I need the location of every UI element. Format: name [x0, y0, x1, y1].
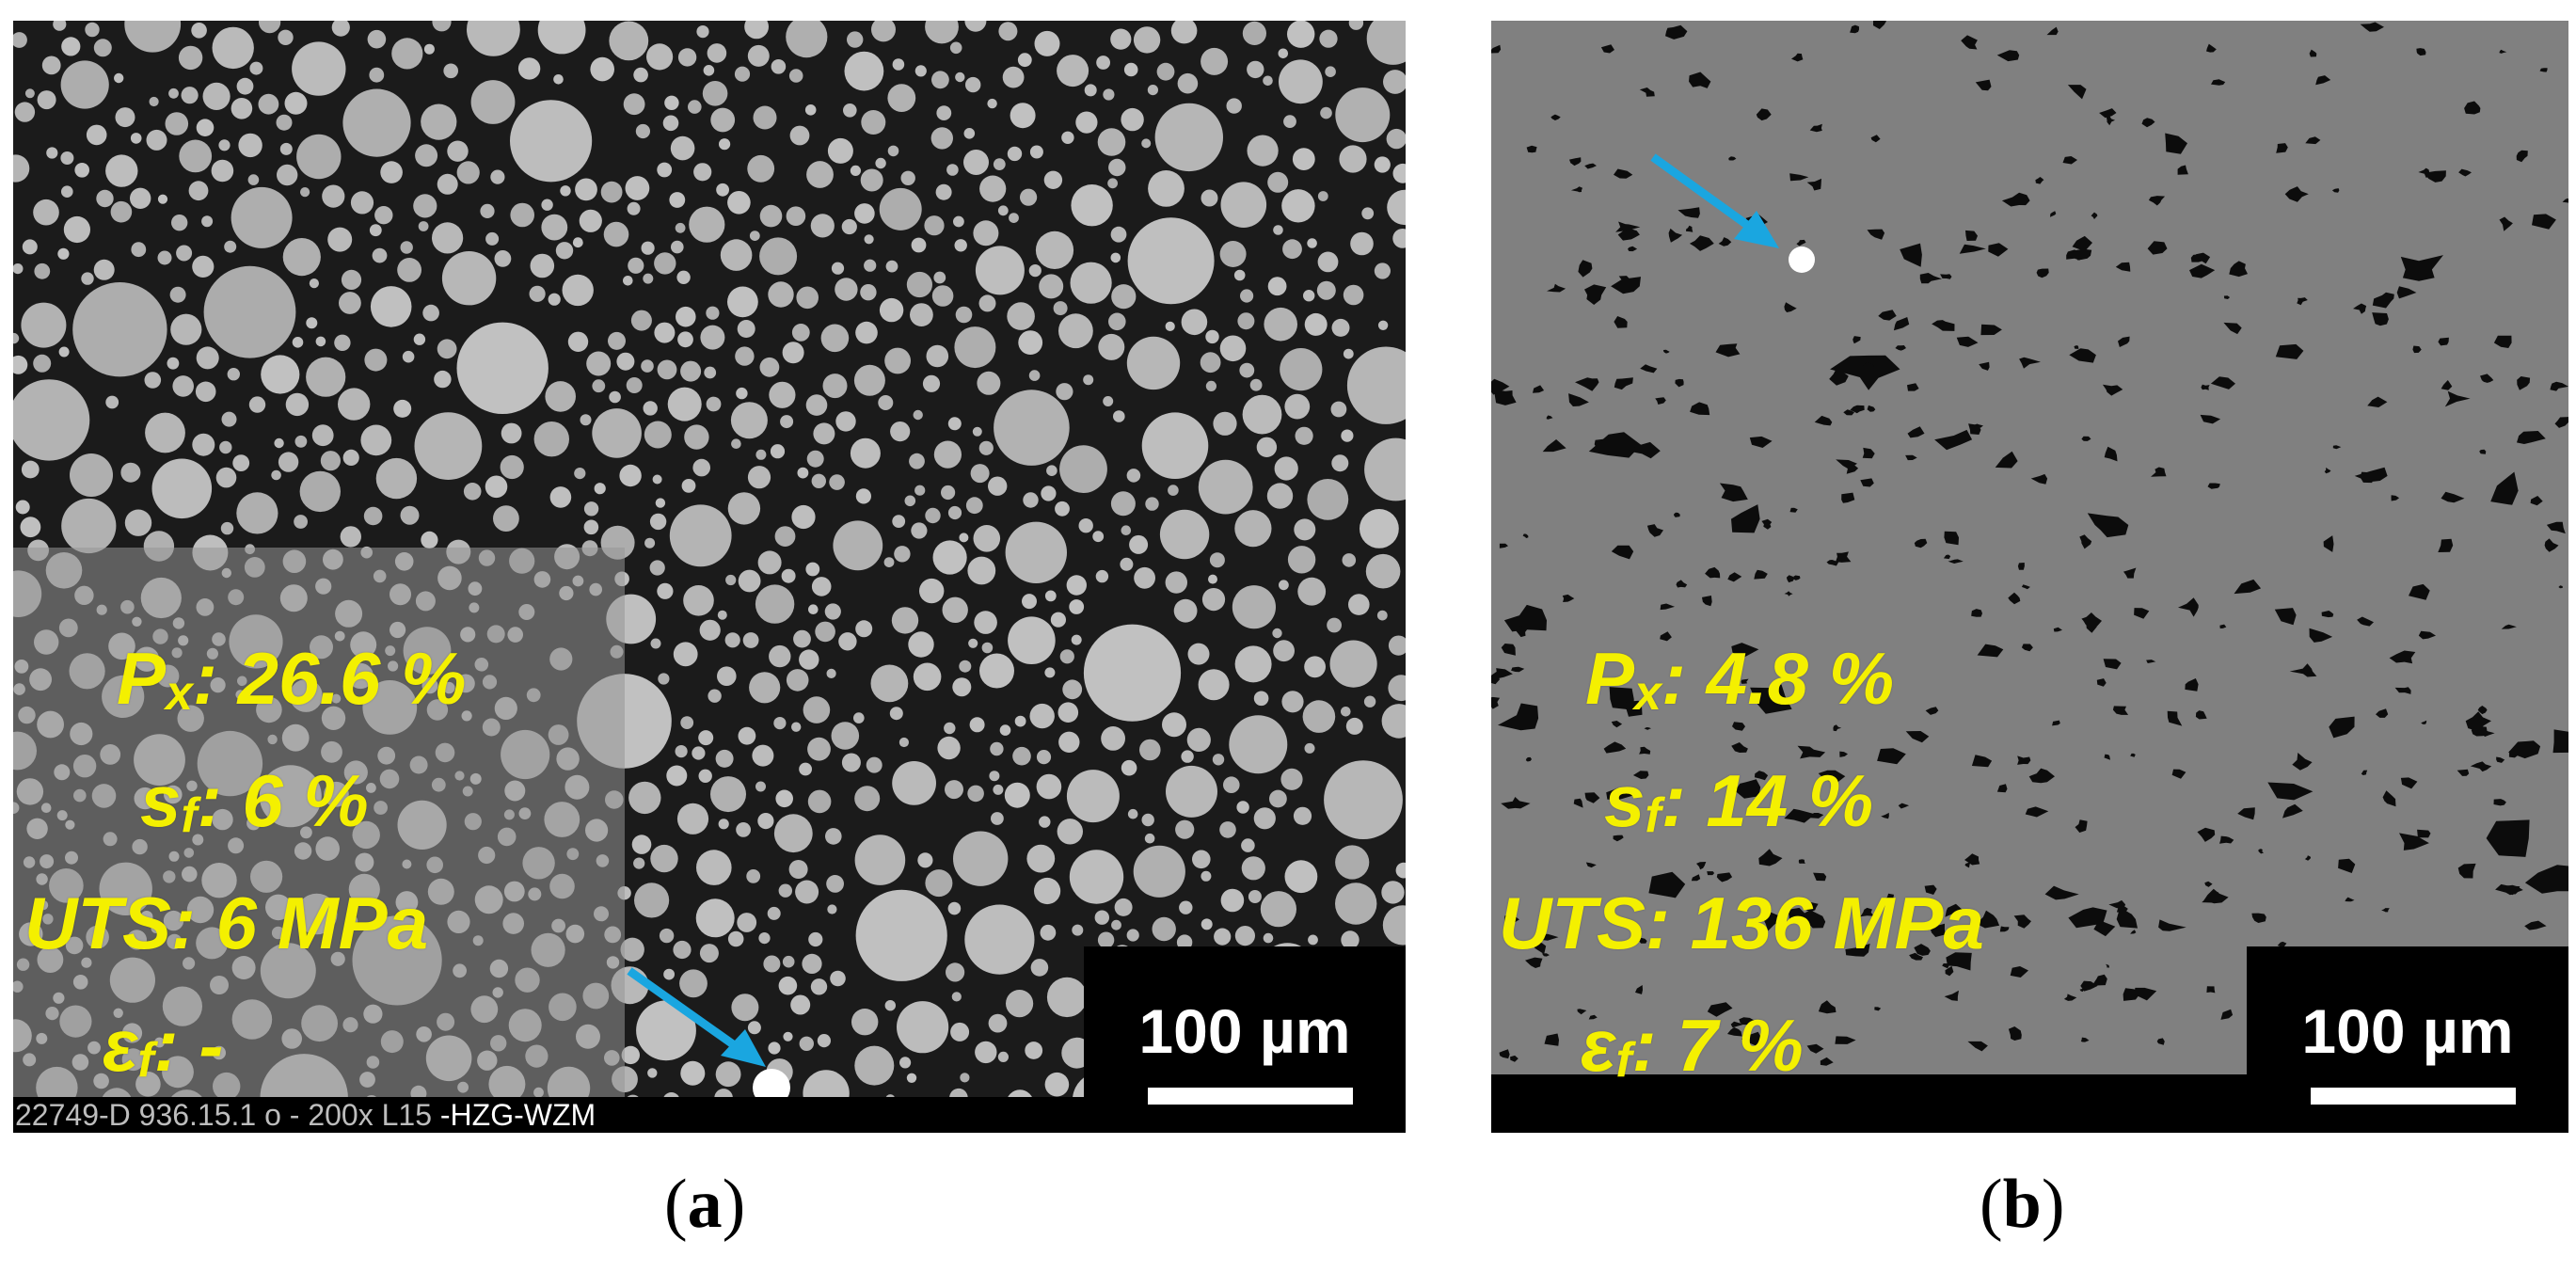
sf-value: 6 % — [242, 759, 369, 842]
elongation-value: 7 % — [1677, 1004, 1804, 1087]
sf-label: sf: 14 % — [1604, 759, 1874, 843]
porosity-value: 4.8 % — [1706, 637, 1895, 720]
micrograph-panel-b: Px: 4.8 % sf: 14 % UTS: 136 MPa εf: 7 % … — [1491, 21, 2568, 1133]
uts-label: UTS: 136 MPa — [1499, 882, 1984, 964]
sem-data-bar-text: 22749-D 936.15.1 o - 200x L15 -HZG-WZM — [15, 1098, 596, 1132]
uts-value: 136 MPa — [1690, 882, 1984, 964]
uts-value: 6 MPa — [215, 882, 429, 964]
scale-bar-label: 100 µm — [2301, 996, 2514, 1066]
porosity-label: Px: 4.8 % — [1585, 637, 1895, 721]
scale-bar-box: 100 µm — [2247, 946, 2568, 1133]
micrograph-panel-a: Px: 26.6 % sf: 6 % UTS: 6 MPa εf: - 2274… — [13, 21, 1406, 1133]
sf-value: 14 % — [1706, 759, 1874, 842]
scale-bar-box: 100 µm — [1084, 946, 1406, 1133]
scale-bar — [2311, 1088, 2516, 1105]
sf-label: sf: 6 % — [140, 759, 369, 843]
scale-bar — [1148, 1088, 1353, 1105]
elongation-label: εf: 7 % — [1581, 1004, 1804, 1088]
caption-b: (b) — [1980, 1166, 2065, 1243]
elongation-value: - — [199, 1004, 224, 1087]
caption-a: (a) — [664, 1166, 746, 1243]
uts-label: UTS: 6 MPa — [24, 882, 429, 964]
elongation-label: εf: - — [103, 1004, 224, 1088]
scale-bar-label: 100 µm — [1138, 996, 1351, 1066]
porosity-label: Px: 26.6 % — [117, 637, 467, 721]
porosity-value: 26.6 % — [237, 637, 467, 720]
